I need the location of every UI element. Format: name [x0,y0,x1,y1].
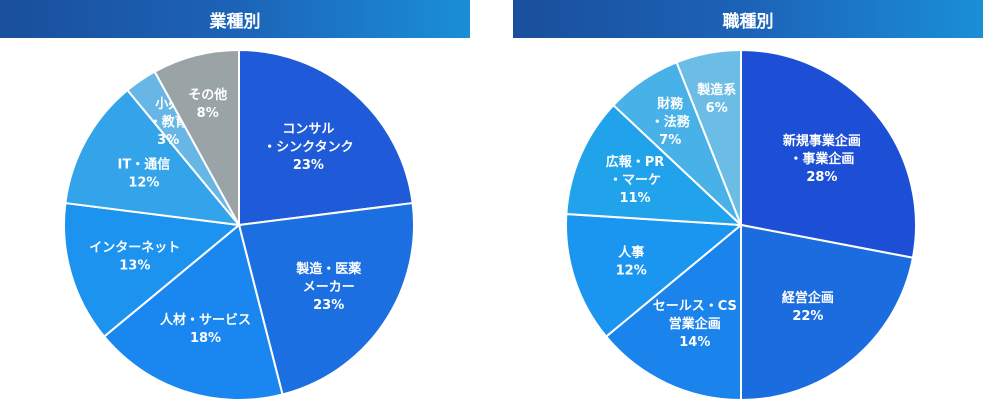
pie1-slice-label-0: 新規事業企画・事業企画 28% [783,133,861,185]
pie1-slice-pct-1: 22% [792,309,823,324]
pie1-slice-name-3: 人事 [618,245,644,261]
pie1-slice-pct-2: 14% [679,335,710,350]
pie0-slice-pct-4: 12% [128,176,159,191]
job-chart-title: 職種別 [513,0,983,38]
industry-chart-title: 業種別 [0,0,470,38]
pie0-slice-name-5: ・教育 [149,114,188,130]
pie0-slice-name-3: インターネット [89,240,180,255]
pie1-slice-name-4: ・マーケ [609,173,661,188]
pie0-slice-label-6: その他 8% [188,87,227,121]
pie1-slice-pct-3: 12% [616,264,647,279]
pie0-slice-3 [63,201,242,338]
pie0-slice-name-2: 人材・サービス [160,312,251,328]
pie1-slice-label-5: 財務・法務 7% [651,96,691,148]
pie1-slice-label-3: 人事 12% [616,245,647,279]
pie0-slice-pct-1: 23% [313,298,344,313]
pie1-slice-pct-5: 7% [659,133,681,148]
pie1-slice-pct-0: 28% [806,170,837,185]
pie0-slice-name-0: ・シンクタンク [263,140,353,155]
pie0-slice-1 [237,201,415,396]
pie1-slice-name-4: 広報・PR [606,154,665,170]
pie1-slice-1 [740,223,915,402]
pie1-slice-name-6: 製造系 [696,82,736,98]
pie0-slice-name-4: IT・通信 [118,157,171,173]
pie1-slice-name-2: 営業企画 [669,316,721,332]
pie0-slice-4 [64,88,242,227]
pie1-slice-3 [565,212,744,338]
pie1-slice-name-2: セールス・CS [653,299,737,314]
pie1-slice-pct-4: 11% [619,191,650,206]
industry-panel: 業種別 コンサル・シンクタンク 23% 製造・医薬メーカー 23% 人材・サービス 18%… [0,0,470,401]
pie1-slice-label-2: セールス・CS 営業企画 14% [653,299,737,350]
job-panel: 職種別 新規事業企画・事業企画 28% 経営企画 22% セールス・CS 営業企画 14% 人… [513,0,983,402]
pie0-slice-2 [102,223,284,401]
pie1-slice-name-0: ・事業企画 [789,151,854,167]
pie0-slice-pct-0: 23% [293,158,324,173]
pie1-slice-2 [604,222,742,402]
pie0-slice-label-3: インターネット 13% [89,240,180,273]
pie1-slice-name-0: 新規事業企画 [783,133,861,149]
pie1-slice-6 [675,48,742,226]
pie0-slice-pct-6: 8% [197,106,219,121]
pie0-slice-pct-5: 3% [157,133,179,148]
pie0-slice-label-2: 人材・サービス 18% [160,312,251,346]
pie1-slice-name-5: 財務 [656,96,684,112]
pie0-slice-pct-2: 18% [190,331,221,346]
pie1-slice-pct-6: 6% [706,101,728,116]
pie0-slice-name-6: その他 [188,87,227,103]
pie0-slice-name-0: コンサル [282,122,334,137]
pie1-slice-label-6: 製造系 6% [696,82,736,116]
pie0-slice-name-1: 製造・医薬 [295,261,362,277]
industry-pie-chart: コンサル・シンクタンク 23% 製造・医薬メーカー 23% 人材・サービス 18% インター… [63,48,415,401]
pie0-slice-label-1: 製造・医薬メーカー 23% [295,261,362,313]
job-pie-chart: 新規事業企画・事業企画 28% 経営企画 22% セールス・CS 営業企画 14% 人事 12%… [565,48,917,402]
pie0-slice-0 [238,48,414,227]
pie1-slice-label-1: 経営企画 22% [782,290,834,324]
pie0-slice-name-1: メーカー [303,280,355,295]
pie1-slice-name-1: 経営企画 [782,290,834,306]
pie1-slice-0 [740,48,917,259]
pie1-slice-4 [565,103,744,227]
pie0-slice-label-0: コンサル・シンクタンク 23% [263,122,353,173]
pie1-slice-label-4: 広報・PR ・マーケ 11% [606,154,665,206]
pie1-slice-name-5: ・法務 [651,114,691,130]
pie0-slice-label-4: IT・通信 12% [118,157,171,191]
pie0-slice-pct-3: 13% [119,258,150,273]
pie0-slice-6 [153,48,240,226]
